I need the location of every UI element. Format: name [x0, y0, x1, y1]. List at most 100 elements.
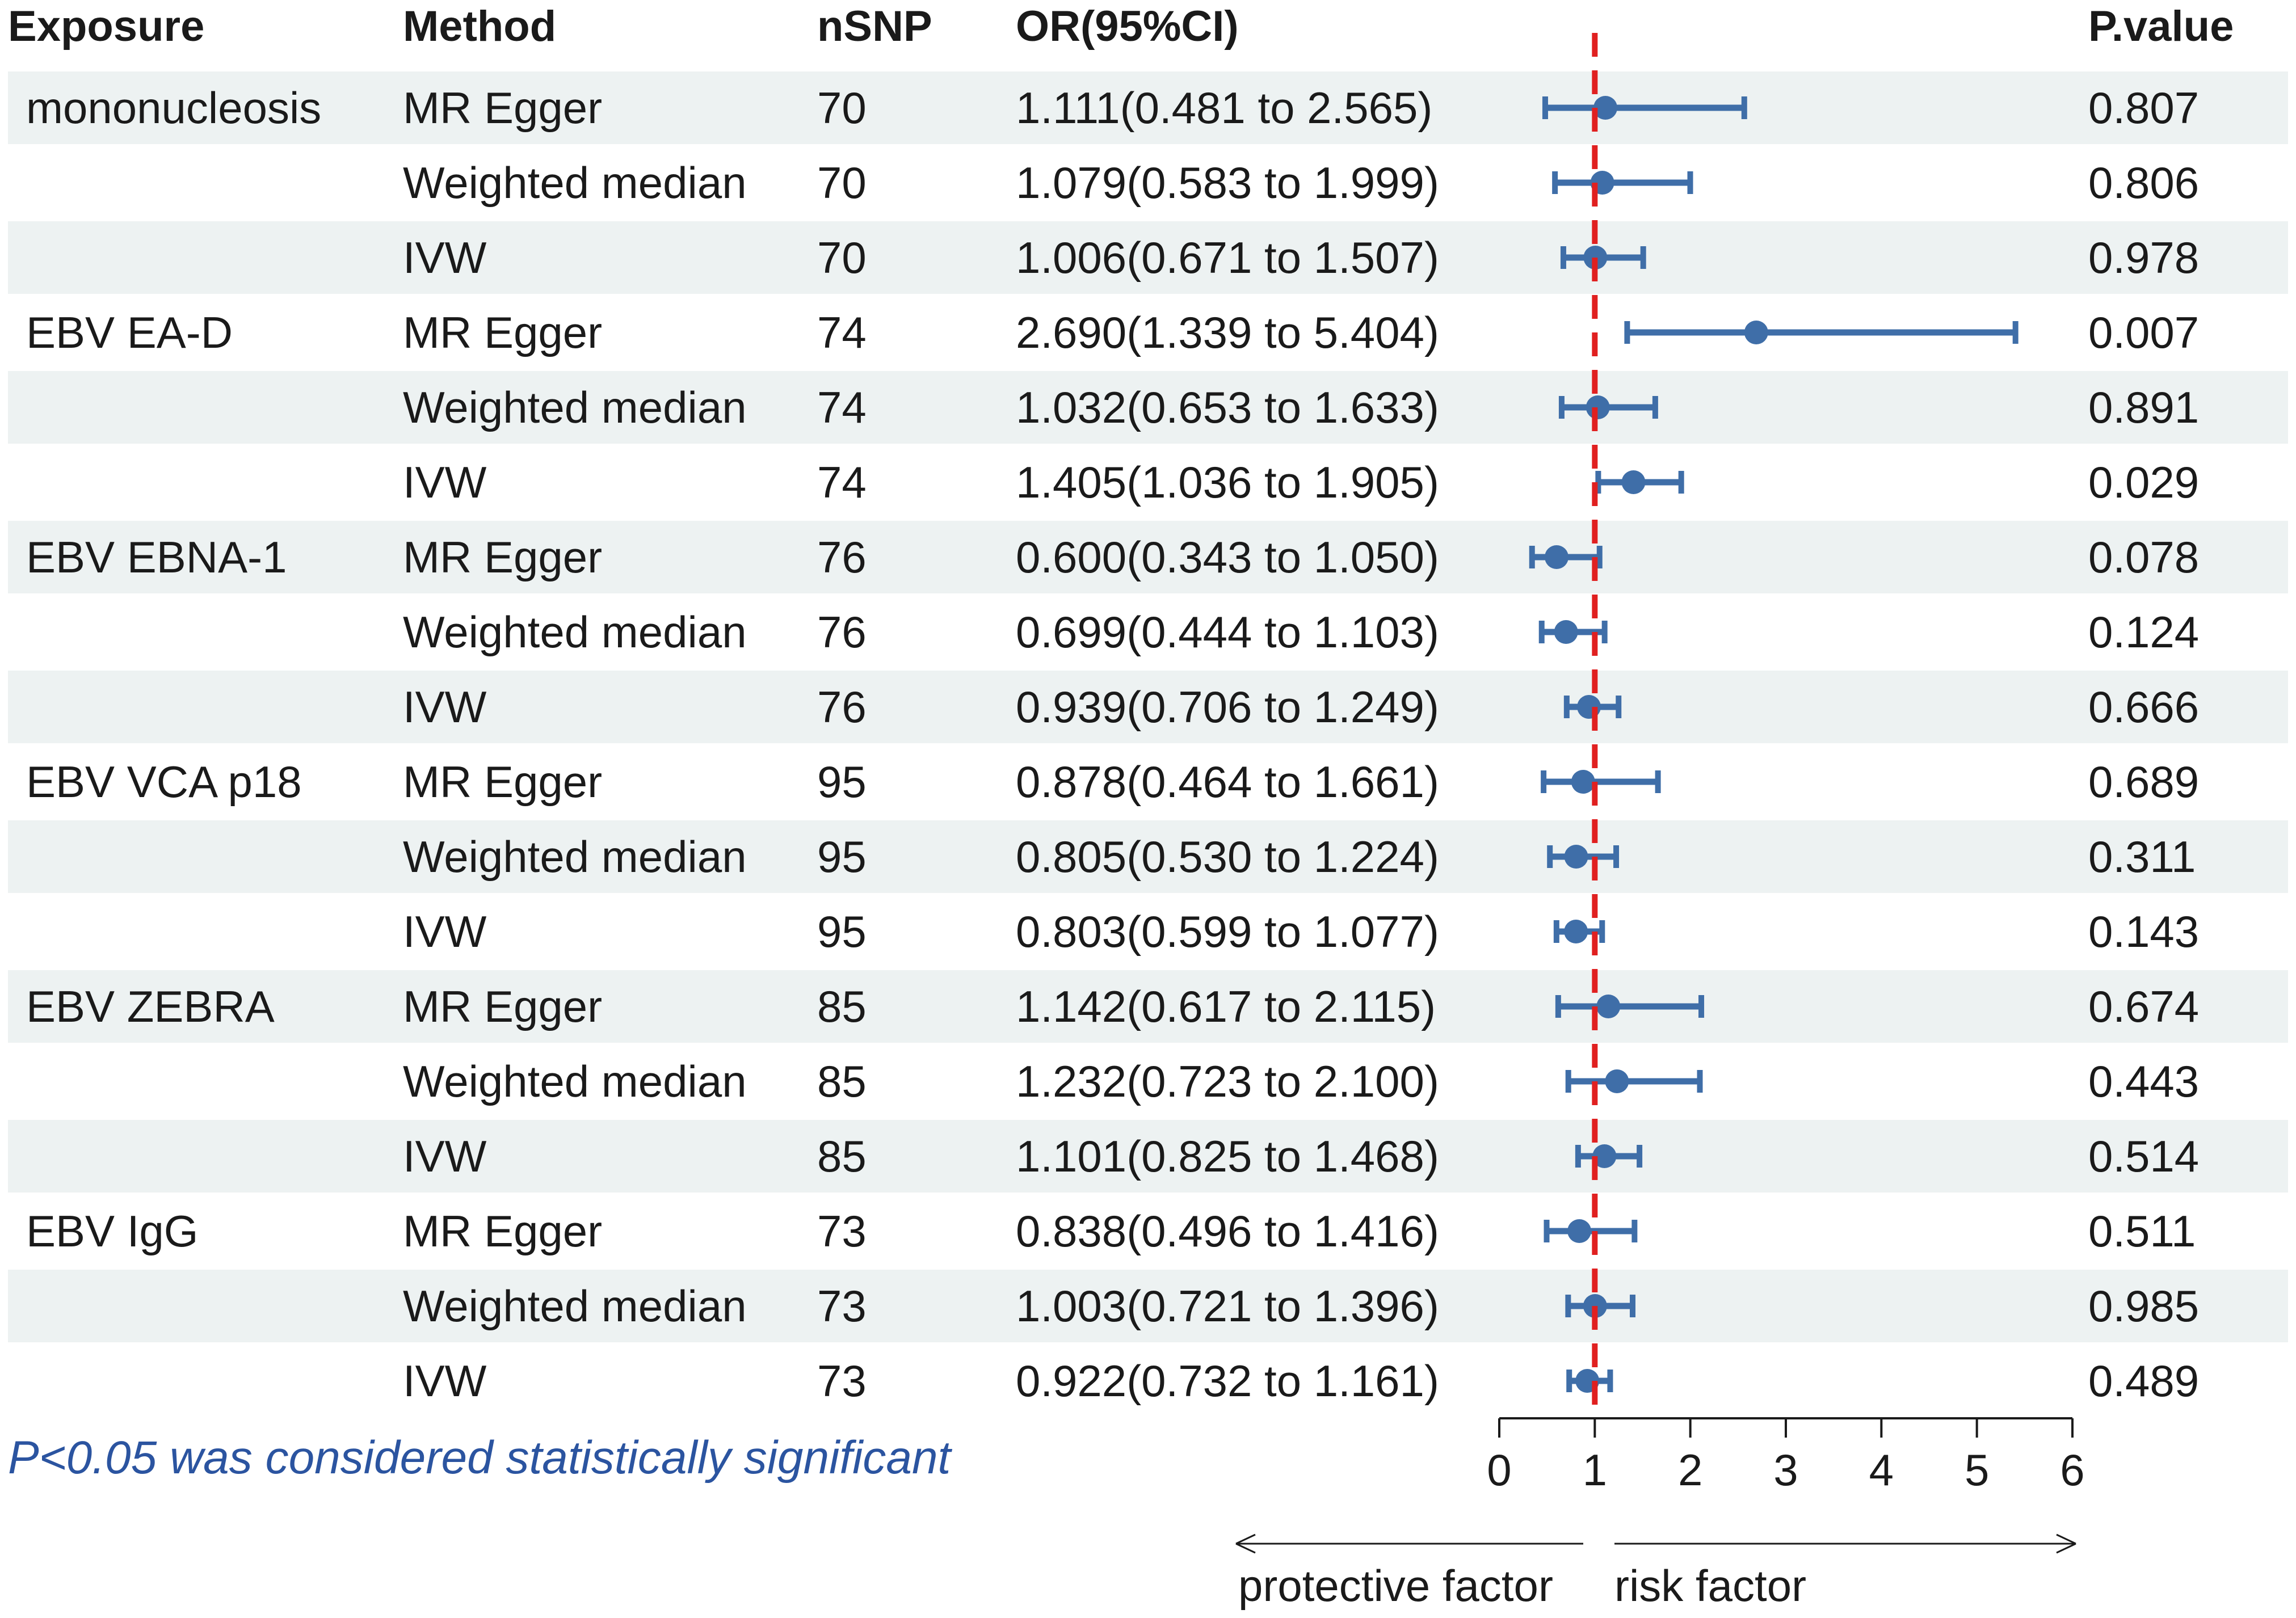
- cell-method: IVW: [403, 233, 487, 283]
- row-stripe: [8, 71, 2288, 144]
- estimate-mark: [1565, 1294, 1635, 1318]
- cell-method: Weighted median: [403, 1281, 747, 1331]
- cell-exposure: EBV EBNA-1: [26, 532, 287, 582]
- cell-or-ci: 2.690(1.339 to 5.404): [1016, 307, 1439, 357]
- cell-p: 0.311: [2088, 832, 2196, 882]
- header-or-ci: OR(95%CI): [1016, 2, 1239, 50]
- header-method: Method: [403, 2, 557, 50]
- x-tick-label: 1: [1583, 1445, 1607, 1495]
- row-stripe: [8, 970, 2288, 1043]
- row-stripe: [8, 1270, 2288, 1342]
- cell-method: IVW: [403, 682, 487, 732]
- or-point: [1621, 470, 1646, 494]
- x-tick-label: 2: [1678, 1445, 1702, 1495]
- cell-or-ci: 0.838(0.496 to 1.416): [1016, 1206, 1439, 1256]
- cell-p: 0.443: [2088, 1056, 2200, 1106]
- cell-or-ci: 1.405(1.036 to 1.905): [1016, 457, 1439, 507]
- cell-or-ci: 0.922(0.732 to 1.161): [1016, 1356, 1439, 1406]
- estimate-mark: [1552, 171, 1693, 195]
- cell-nsnp: 73: [817, 1281, 867, 1331]
- row-stripe: [8, 1120, 2288, 1193]
- cell-method: IVW: [403, 907, 487, 957]
- estimate-mark: [1544, 1219, 1638, 1243]
- cell-exposure: EBV ZEBRA: [26, 981, 275, 1031]
- cell-p: 0.689: [2088, 757, 2200, 807]
- cell-method: MR Egger: [403, 83, 603, 133]
- x-tick-label: 4: [1869, 1445, 1894, 1495]
- x-axis: 0 1 2 3 4 5 6: [1235, 1417, 2085, 1554]
- right-arrowhead-upper: [2056, 1533, 2076, 1545]
- cell-or-ci: 0.939(0.706 to 1.249): [1016, 682, 1439, 732]
- cell-method: MR Egger: [403, 307, 603, 357]
- cell-p: 0.029: [2088, 457, 2200, 507]
- row-stripe: [8, 820, 2288, 893]
- cell-method: MR Egger: [403, 981, 603, 1031]
- row-stripe: [8, 371, 2288, 444]
- cell-or-ci: 0.803(0.599 to 1.077): [1016, 907, 1439, 957]
- cell-nsnp: 76: [817, 532, 867, 582]
- cell-p: 0.489: [2088, 1356, 2200, 1406]
- ci-layer: [1529, 96, 2019, 1393]
- cell-or-ci: 1.111(0.481 to 2.565): [1016, 83, 1433, 133]
- cell-p: 0.078: [2088, 532, 2200, 582]
- or-point: [1564, 920, 1588, 943]
- cell-nsnp: 74: [817, 382, 867, 432]
- cell-method: Weighted median: [403, 382, 747, 432]
- cell-method: Weighted median: [403, 1056, 747, 1106]
- cell-nsnp: 73: [817, 1206, 867, 1256]
- estimate-mark: [1560, 246, 1646, 269]
- cell-nsnp: 74: [817, 307, 867, 357]
- cell-nsnp: 70: [817, 233, 867, 283]
- cell-method: Weighted median: [403, 607, 747, 657]
- cell-method: Weighted median: [403, 832, 747, 882]
- cell-or-ci: 1.232(0.723 to 2.100): [1016, 1056, 1439, 1106]
- cell-exposure: EBV IgG: [26, 1206, 199, 1256]
- cell-method: MR Egger: [403, 532, 603, 582]
- cell-or-ci: 0.600(0.343 to 1.050): [1016, 532, 1439, 582]
- estimate-mark: [1555, 995, 1705, 1018]
- cell-nsnp: 85: [817, 1131, 867, 1181]
- cell-or-ci: 1.032(0.653 to 1.633): [1016, 382, 1439, 432]
- cell-or-ci: 1.142(0.617 to 2.115): [1016, 981, 1436, 1031]
- cell-method: IVW: [403, 1131, 487, 1181]
- protective-factor-label: protective factor: [1238, 1561, 1553, 1611]
- cell-p: 0.666: [2088, 682, 2200, 732]
- or-point: [1605, 1069, 1629, 1093]
- cell-nsnp: 95: [817, 907, 867, 957]
- cell-nsnp: 95: [817, 757, 867, 807]
- x-tick-label: 5: [1965, 1445, 1989, 1495]
- cell-or-ci: 1.079(0.583 to 1.999): [1016, 158, 1439, 208]
- right-arrowhead-lower: [2056, 1543, 2076, 1554]
- risk-factor-label: risk factor: [1614, 1561, 1806, 1611]
- or-point: [1586, 395, 1610, 419]
- estimate-mark: [1595, 470, 1684, 494]
- estimate-mark: [1565, 1069, 1703, 1093]
- or-point: [1571, 770, 1595, 794]
- x-tick-label: 0: [1487, 1445, 1511, 1495]
- significance-footnote: P<0.05 was considered statistically sign…: [8, 1432, 951, 1484]
- cell-nsnp: 70: [817, 83, 867, 133]
- estimate-mark: [1575, 1144, 1643, 1168]
- estimate-mark: [1538, 620, 1608, 644]
- cell-nsnp: 70: [817, 158, 867, 208]
- cell-p: 0.511: [2088, 1206, 2196, 1256]
- estimate-mark: [1566, 1369, 1613, 1393]
- cell-nsnp: 95: [817, 832, 867, 882]
- cell-or-ci: 1.101(0.825 to 1.468): [1016, 1131, 1439, 1181]
- header-p-value: P.value: [2088, 2, 2234, 50]
- cell-nsnp: 85: [817, 1056, 867, 1106]
- row-stripe: [8, 221, 2288, 294]
- cell-p: 0.143: [2088, 907, 2200, 957]
- or-point: [1592, 1144, 1617, 1168]
- cell-nsnp: 76: [817, 607, 867, 657]
- cell-p: 0.978: [2088, 233, 2200, 283]
- cell-p: 0.514: [2088, 1131, 2200, 1181]
- cell-p: 0.674: [2088, 981, 2200, 1031]
- cell-method: Weighted median: [403, 158, 747, 208]
- or-point: [1567, 1219, 1592, 1243]
- estimate-mark: [1542, 96, 1747, 120]
- header-exposure: Exposure: [8, 2, 205, 50]
- cell-nsnp: 76: [817, 682, 867, 732]
- cell-or-ci: 0.699(0.444 to 1.103): [1016, 607, 1439, 657]
